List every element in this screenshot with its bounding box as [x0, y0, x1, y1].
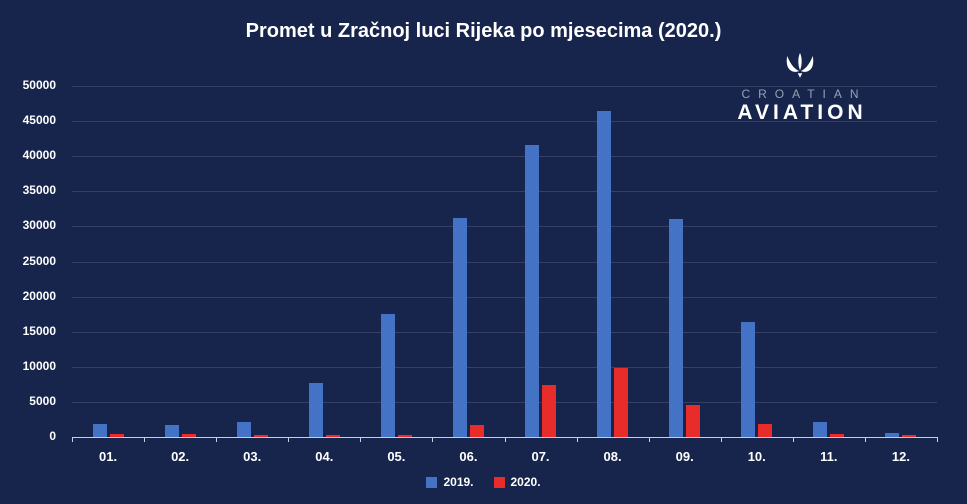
bar-2019-04 — [308, 382, 323, 437]
x-axis-tick — [720, 437, 722, 442]
y-axis-tick-label: 45000 — [22, 113, 56, 128]
bar-2020-01 — [109, 433, 124, 437]
bar-group-04 — [308, 86, 340, 437]
bar-2020-06 — [469, 425, 484, 437]
bar-2020-11 — [830, 434, 845, 437]
bar-2019-08 — [597, 110, 612, 437]
x-axis-tick — [216, 437, 218, 442]
bar-2020-05 — [397, 435, 412, 437]
gridlines-layer — [72, 86, 938, 442]
bar-2019-06 — [452, 217, 467, 437]
x-axis-tick — [504, 437, 506, 442]
bar-2019-10 — [741, 321, 756, 437]
y-axis-tick-label: 15000 — [22, 323, 56, 338]
plot-area — [72, 86, 938, 442]
bar-2020-10 — [758, 424, 773, 437]
x-axis-label: 02. — [171, 449, 190, 464]
bar-group-12 — [885, 86, 917, 437]
bar-group-08 — [597, 86, 629, 437]
bar-group-09 — [669, 86, 701, 437]
x-axis-tick — [792, 437, 794, 442]
bars-layer — [72, 86, 937, 437]
bar-group-11 — [813, 86, 845, 437]
bar-2020-03 — [253, 434, 268, 437]
y-axis-tick-label: 10000 — [22, 358, 56, 373]
legend-swatch-2019 — [426, 476, 438, 488]
y-axis-tick-label: 20000 — [22, 288, 56, 303]
y-axis-tick-label: 40000 — [22, 148, 56, 163]
bar-2020-08 — [614, 368, 629, 437]
bar-2020-02 — [181, 433, 196, 437]
legend-label-2020: 2020. — [510, 475, 541, 489]
x-axis-label: 09. — [675, 449, 694, 464]
x-axis-label: 11. — [820, 449, 838, 464]
x-axis-tick — [937, 437, 938, 442]
x-axis-tick — [360, 437, 362, 442]
bar-group-07 — [525, 86, 556, 437]
bar-2019-12 — [885, 432, 900, 437]
gridline — [72, 86, 937, 87]
bar-2020-04 — [325, 435, 340, 437]
bar-group-06 — [452, 86, 484, 437]
bar-2019-03 — [236, 422, 251, 437]
gridline — [72, 121, 937, 123]
bar-2020-12 — [902, 434, 917, 437]
x-axis-tick — [648, 437, 650, 442]
y-axis-labels: 0 5000 10000 15000 20000 25000 30000 35000 40000… — [0, 78, 62, 443]
x-axis-tick — [576, 437, 578, 442]
bar-group-10 — [741, 86, 773, 437]
y-axis-tick-label: 35000 — [22, 183, 56, 198]
croatian-aviation-logo: CROATIAN AVIATION — [716, 48, 884, 125]
bar-2019-02 — [164, 425, 179, 437]
bar-2020-09 — [686, 405, 701, 437]
y-axis-tick-label: 25000 — [22, 253, 56, 268]
x-axis-label: 08. — [603, 449, 622, 464]
legend: 2019. 2020. — [0, 475, 967, 489]
x-axis-tick — [864, 437, 866, 442]
x-axis-label: 12. — [891, 449, 910, 464]
bird-icon — [786, 53, 814, 78]
gridline — [72, 296, 937, 298]
bar-2019-07 — [525, 144, 539, 437]
gridline — [72, 191, 937, 193]
x-axis-label: 05. — [387, 449, 406, 464]
logo-croatian-text: CROATIAN — [741, 87, 867, 101]
bar-group-05 — [380, 86, 412, 437]
bar-2019-11 — [813, 422, 828, 437]
x-axis-tick — [144, 437, 146, 442]
gridline — [72, 261, 937, 263]
chart-title: Promet u Zračnoj luci Rijeka po mjesecim… — [245, 20, 722, 42]
y-axis-tick-label: 50000 — [22, 78, 56, 92]
gridline — [72, 226, 937, 228]
y-axis-tick-label: 5000 — [29, 393, 56, 408]
x-axis-tick — [288, 437, 290, 442]
bar-2019-09 — [669, 219, 684, 437]
x-axis-label: 01. — [99, 449, 118, 464]
x-axis-label: 07. — [531, 449, 550, 464]
bar-2020-07 — [542, 385, 556, 437]
bar-group-01 — [92, 86, 124, 437]
gridline — [72, 156, 937, 158]
x-axis-label: 06. — [459, 449, 478, 464]
logo-aviation-text: AVIATION — [737, 101, 867, 124]
bar-2019-01 — [92, 423, 107, 437]
x-axis-label: 04. — [315, 449, 334, 464]
y-axis-tick-label: 0 — [49, 429, 56, 443]
gridline — [72, 331, 937, 333]
bar-group-03 — [236, 86, 268, 437]
x-axis-tick — [72, 437, 73, 442]
x-axis-labels: 01. 02. 03. 04. 05. 06. 07. 08. 09. 10. 11. 12. — [72, 449, 937, 464]
x-axis-label: 10. — [747, 449, 766, 464]
legend-swatch-2020 — [493, 476, 505, 488]
gridline — [72, 366, 937, 368]
gridline — [72, 401, 937, 403]
bar-group-02 — [164, 86, 196, 437]
legend-label-2019: 2019. — [443, 475, 474, 489]
bar-2019-05 — [380, 314, 395, 437]
x-axis-label: 03. — [243, 449, 262, 464]
x-axis-tick — [432, 437, 434, 442]
y-axis-tick-label: 30000 — [22, 218, 56, 233]
